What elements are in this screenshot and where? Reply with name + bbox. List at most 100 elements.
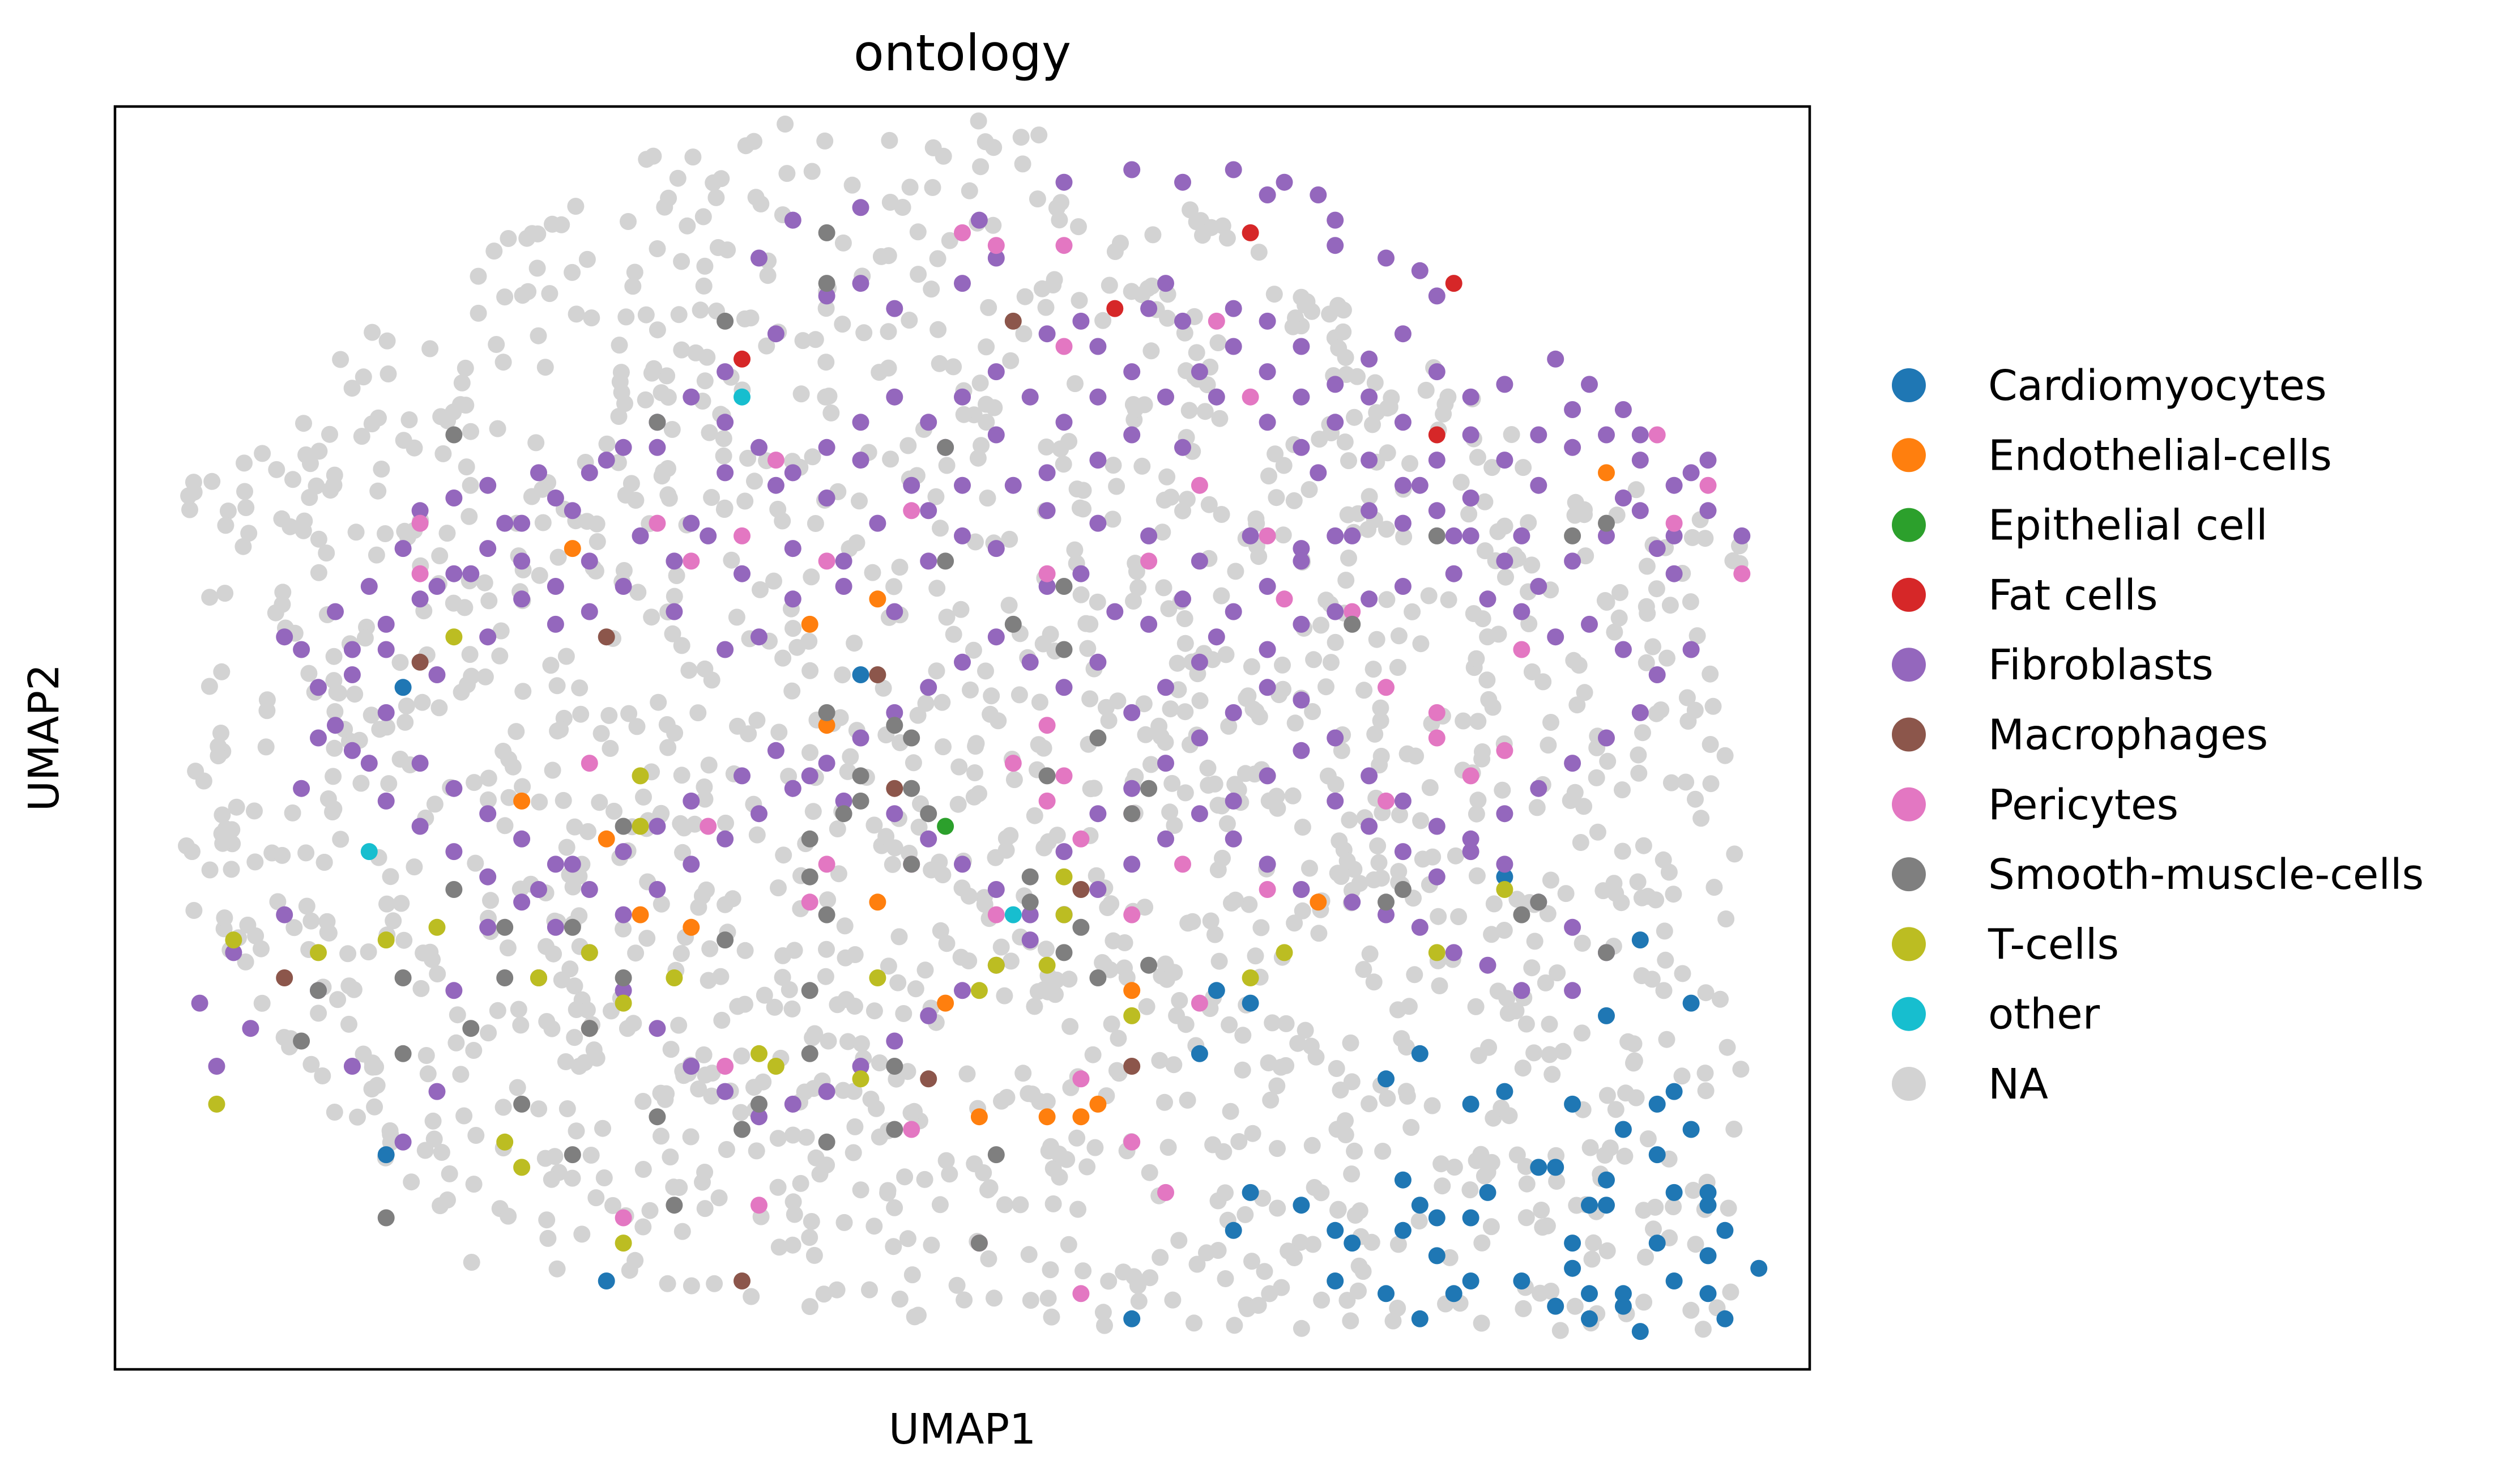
scatter-point-na: [353, 428, 370, 445]
scatter-point-fibroblasts: [649, 439, 666, 456]
scatter-point-na: [979, 1181, 996, 1199]
scatter-point-na: [624, 278, 642, 295]
scatter-point-na: [1342, 1034, 1359, 1052]
scatter-point-fibroblasts: [1631, 452, 1649, 469]
scatter-point-na: [1211, 410, 1229, 427]
scatter-point-na: [430, 699, 448, 717]
scatter-point-na: [1404, 603, 1421, 620]
scatter-point-na: [1302, 1037, 1320, 1055]
scatter-point-na: [1351, 1202, 1368, 1220]
scatter-point-cardiomyocytes: [1581, 1310, 1598, 1327]
scatter-point-na: [1243, 658, 1260, 675]
scatter-point-na: [979, 490, 996, 507]
scatter-point-na: [628, 718, 646, 735]
scatter-point-fibroblasts: [1089, 881, 1107, 898]
scatter-point-smooth-muscle-cells: [1598, 944, 1615, 961]
scatter-point-smooth-muscle-cells: [1089, 729, 1107, 747]
scatter-point-na: [672, 945, 690, 962]
scatter-point-na: [960, 887, 978, 905]
scatter-point-na: [400, 411, 418, 428]
scatter-point-fibroblasts: [1123, 363, 1141, 381]
scatter-point-fibroblasts: [615, 906, 632, 923]
scatter-point-pericytes: [1191, 476, 1208, 494]
scatter-point-na: [1138, 998, 1155, 1015]
legend-marker-smooth-muscle-cells: [1892, 857, 1926, 892]
scatter-point-cardiomyocytes: [598, 1272, 615, 1289]
scatter-point-na: [1097, 699, 1115, 716]
scatter-point-na: [649, 240, 666, 257]
scatter-point-na: [832, 709, 849, 726]
scatter-point-na: [1084, 1046, 1102, 1063]
scatter-point-na: [1078, 1158, 1096, 1176]
scatter-point-na: [538, 1013, 556, 1030]
scatter-point-na: [1337, 349, 1354, 366]
scatter-point-na: [1725, 1121, 1743, 1138]
scatter-point-fibroblasts: [343, 666, 361, 683]
scatter-point-na: [1116, 959, 1133, 977]
scatter-point-na: [491, 647, 509, 665]
scatter-point-na: [1038, 1093, 1056, 1110]
scatter-point-fibroblasts: [683, 1058, 700, 1075]
scatter-point-pericytes: [1072, 1285, 1090, 1303]
scatter-point-smooth-muscle-cells: [513, 1095, 531, 1113]
scatter-point-na: [769, 1178, 787, 1196]
scatter-point-na: [1303, 1137, 1321, 1154]
scatter-point-smooth-muscle-cells: [394, 1045, 412, 1062]
scatter-point-cardiomyocytes: [1564, 1095, 1581, 1113]
scatter-point-na: [834, 1082, 852, 1099]
scatter-point-na: [1726, 845, 1743, 863]
scatter-point-fibroblasts: [1394, 792, 1412, 810]
scatter-point-fibroblasts: [1293, 338, 1310, 355]
scatter-point-t-cells: [615, 994, 632, 1012]
scatter-point-na: [1366, 374, 1384, 391]
scatter-point-fibroblasts: [445, 982, 463, 999]
scatter-point-smooth-muscle-cells: [1123, 805, 1141, 823]
scatter-point-fibroblasts: [377, 641, 395, 658]
scatter-point-fibroblasts: [1428, 363, 1446, 381]
legend-label-fat-cells: Fat cells: [1988, 571, 2158, 620]
scatter-point-na: [1247, 947, 1264, 965]
scatter-point-fibroblasts: [954, 275, 971, 292]
x-axis-label: UMAP1: [889, 1405, 1036, 1454]
scatter-point-na: [736, 492, 754, 510]
scatter-point-fibroblasts: [767, 325, 784, 343]
scatter-point-na: [1024, 1086, 1041, 1103]
scatter-point-na: [576, 1054, 594, 1071]
scatter-point-fibroblasts: [1208, 388, 1225, 406]
scatter-point-na: [695, 1046, 713, 1063]
scatter-point-pericytes: [615, 1209, 632, 1227]
scatter-point-na: [557, 648, 575, 665]
scatter-point-fibroblasts: [1614, 641, 1632, 658]
scatter-point-na: [1485, 895, 1503, 913]
scatter-point-na: [296, 512, 313, 530]
scatter-point-na: [315, 854, 333, 871]
scatter-point-cardiomyocytes: [1394, 1221, 1412, 1239]
scatter-point-na: [1085, 780, 1103, 797]
scatter-point-na: [659, 1275, 676, 1292]
scatter-point-na: [425, 1130, 443, 1148]
scatter-point-smooth-muscle-cells: [903, 855, 920, 873]
scatter-point-na: [1137, 726, 1154, 743]
scatter-point-na: [756, 986, 773, 1004]
scatter-point-t-cells: [632, 767, 649, 785]
scatter-point-na: [1329, 1202, 1346, 1219]
scatter-point-fibroblasts: [1225, 792, 1242, 810]
scatter-point-pericytes: [1428, 729, 1446, 747]
scatter-point-na: [319, 790, 337, 807]
scatter-point-na: [1340, 550, 1357, 567]
scatter-point-na: [1200, 496, 1218, 513]
scatter-point-pericytes: [1496, 742, 1513, 759]
scatter-point-na: [1209, 797, 1227, 814]
scatter-point-fibroblasts: [1361, 502, 1378, 520]
scatter-point-na: [1576, 501, 1593, 518]
scatter-point-na: [1206, 926, 1223, 943]
scatter-point-macrophages: [276, 969, 293, 986]
scatter-point-fibroblasts: [377, 704, 395, 721]
scatter-point-na: [324, 803, 341, 821]
scatter-point-na: [967, 738, 984, 755]
scatter-point-na: [545, 945, 562, 963]
scatter-point-na: [935, 738, 952, 756]
scatter-point-cardiomyocytes: [1665, 1083, 1683, 1100]
scatter-point-na: [485, 242, 503, 260]
scatter-point-na: [1614, 842, 1631, 860]
